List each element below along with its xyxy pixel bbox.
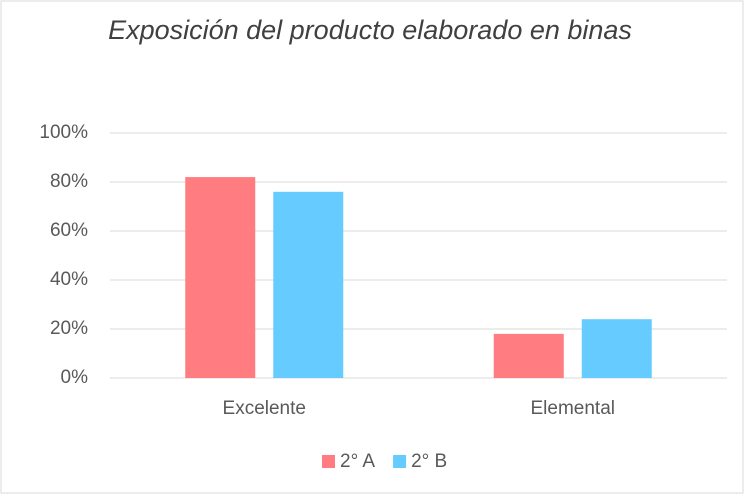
- bar: [273, 191, 344, 378]
- y-tick-label: 20%: [50, 318, 88, 339]
- bar: [493, 333, 564, 378]
- x-tick-label: Excelente: [223, 398, 306, 419]
- bar: [185, 177, 256, 378]
- legend-swatch: [322, 455, 335, 468]
- y-tick-label: 80%: [50, 171, 88, 192]
- x-tick-label: Elemental: [531, 398, 616, 419]
- legend-label: 2° B: [411, 451, 447, 472]
- chart-title: Exposición del producto elaborado en bin…: [108, 15, 632, 45]
- bar: [581, 319, 652, 378]
- legend-swatch: [393, 455, 407, 468]
- y-tick-label: 60%: [50, 220, 88, 241]
- legend-label: 2° A: [340, 451, 375, 472]
- y-tick-label: 0%: [61, 367, 89, 388]
- y-tick-label: 40%: [50, 269, 88, 290]
- y-tick-label: 100%: [39, 122, 88, 143]
